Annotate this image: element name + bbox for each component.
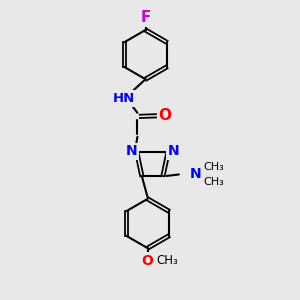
Text: CH₃: CH₃ (203, 162, 224, 172)
Text: N: N (126, 144, 137, 158)
Text: N: N (190, 167, 202, 182)
Text: O: O (142, 254, 154, 268)
Text: CH₃: CH₃ (203, 177, 224, 187)
Text: N: N (168, 144, 179, 158)
Text: O: O (158, 108, 172, 123)
Text: F: F (140, 10, 151, 25)
Text: CH₃: CH₃ (156, 254, 178, 267)
Text: HN: HN (112, 92, 135, 105)
